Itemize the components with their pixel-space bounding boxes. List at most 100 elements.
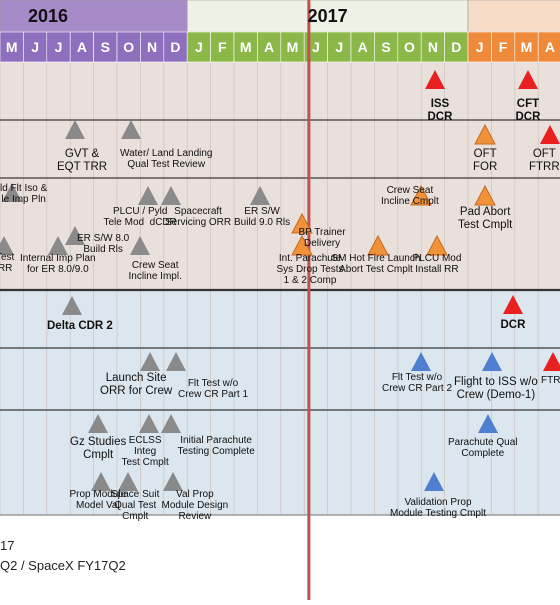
milestone-label: PLCU Mod Install RR	[412, 253, 462, 275]
milestone-label: SM Hot Fire Launch Abort Test Cmplt	[331, 253, 421, 275]
month-label: J	[194, 39, 203, 55]
milestone-label: ER S/W Build 9.0 Rls	[234, 206, 291, 228]
month-label: S	[381, 39, 391, 55]
milestone-label: Flt Test w/o Crew CR Part 2	[382, 372, 453, 394]
month-cell	[537, 31, 560, 63]
milestone-triangle	[88, 414, 108, 433]
month-label: N	[147, 39, 158, 55]
milestone-triangle	[424, 472, 444, 491]
milestone-triangle	[518, 70, 538, 89]
milestone-label: Gz Studies Cmplt	[70, 436, 127, 461]
milestone-triangle	[161, 414, 181, 433]
milestone-label: Water/ Land Landing Qual Test Review	[120, 148, 213, 170]
month-label: F	[218, 39, 227, 55]
month-label: J	[54, 39, 63, 55]
month-label: D	[170, 39, 181, 55]
milestone-label: Internal Imp Plan for ER 8.0/9.0	[20, 253, 96, 275]
year-label	[475, 0, 555, 32]
month-label: M	[5, 39, 18, 55]
milestone-label: FTR	[541, 375, 560, 386]
milestone-triangle	[65, 120, 85, 139]
milestone-triangle	[474, 123, 496, 145]
month-label: J	[335, 39, 344, 55]
milestone-label: PLCU / Pyld Tele Mod dCDR	[103, 206, 177, 228]
milestone-triangle	[163, 472, 183, 491]
milestone-triangle	[139, 414, 159, 433]
milestone-label: Prop Module Model Val	[69, 489, 127, 511]
milestone-triangle	[503, 295, 523, 314]
milestone-triangle	[118, 472, 138, 491]
milestone-triangle	[410, 184, 432, 206]
footer-line-1: 17	[0, 538, 15, 553]
milestone-label: Delta CDR 2	[47, 320, 113, 332]
milestone-triangle	[425, 70, 445, 89]
month-label: M	[520, 39, 533, 55]
milestone-label: DCR	[500, 319, 526, 331]
milestone-label: Parachute Qual Complete	[448, 437, 518, 459]
milestone-triangle	[91, 472, 111, 491]
milestone-triangle	[161, 186, 181, 205]
milestone-triangle	[121, 120, 141, 139]
milestone-triangle	[2, 183, 22, 202]
milestone-label: CFT DCR	[515, 98, 541, 123]
year-cell	[0, 0, 188, 33]
milestone-label: Space Suit Qual Test Cmplt	[111, 489, 160, 522]
year-label: 2016	[28, 6, 69, 26]
milestone-triangle	[65, 226, 85, 245]
month-label: S	[100, 39, 110, 55]
month-label: A	[544, 39, 555, 55]
milestone-label: OFT FTRR	[529, 148, 560, 173]
milestone-label: ld Flt Iso & le Imp Pln	[0, 183, 48, 205]
milestone-triangle	[291, 234, 313, 256]
milestone-triangle	[48, 236, 68, 255]
milestone-triangle	[540, 125, 560, 144]
month-label: O	[123, 39, 135, 55]
milestone-triangle	[291, 212, 313, 234]
milestone-label: Launch Site ORR for Crew	[100, 372, 173, 397]
milestone-triangle	[411, 352, 431, 371]
month-label: D	[451, 39, 462, 55]
year-cell	[186, 0, 469, 33]
milestone-label: Flt Test w/o Crew CR Part 1	[178, 378, 249, 400]
milestone-triangle	[130, 236, 150, 255]
milestone-label: ISS DCR	[427, 98, 453, 123]
milestone-triangle	[0, 236, 14, 255]
milestone-label: Val Prop Module Design Review	[161, 489, 229, 522]
milestone-label: BP Trainer Delivery	[298, 227, 346, 249]
milestone-triangle	[62, 296, 82, 315]
milestone-triangle	[166, 352, 186, 371]
month-label: F	[498, 39, 508, 55]
milestone-label: ECLSS Integ Test Cmplt	[121, 435, 169, 468]
month-label: A	[264, 39, 275, 55]
month-label: A	[76, 39, 87, 55]
milestone-triangle	[367, 234, 389, 256]
milestone-label: Pad Abort Test Cmplt	[458, 206, 513, 231]
month-label: O	[404, 39, 415, 55]
month-label: N	[427, 39, 438, 55]
milestone-triangle	[138, 186, 158, 205]
milestone-label: Initial Parachute Testing Complete	[177, 435, 255, 457]
month-label: J	[31, 39, 39, 55]
milestone-triangle	[250, 186, 270, 205]
milestone-triangle	[474, 184, 496, 206]
milestone-label: ER S/W 8.0 Build Rls	[77, 233, 130, 255]
milestone-label: Crew Seat Incline Impl.	[128, 260, 182, 282]
month-label: J	[475, 39, 484, 55]
month-label: J	[311, 39, 320, 55]
milestone-label: Spacecraft Servicing ORR	[165, 206, 232, 228]
milestone-label: Test RR	[0, 252, 15, 274]
milestone-triangle	[482, 352, 502, 371]
milestone-triangle	[426, 234, 448, 256]
milestone-label: OFT FOR	[473, 148, 498, 173]
year-label: 2017	[307, 6, 348, 26]
milestone-label: Crew Seat Incline Cmplt	[381, 185, 439, 207]
footer-line-2: Q2 / SpaceX FY17Q2	[0, 558, 126, 573]
milestone-triangle	[543, 352, 560, 371]
milestone-label: Int. Parachute Sys Drop Tests 1 & 2 Comp	[276, 253, 344, 286]
month-label: M	[239, 39, 252, 55]
month-label: A	[357, 39, 368, 55]
year-cell	[467, 0, 560, 33]
milestone-triangle	[478, 414, 498, 433]
